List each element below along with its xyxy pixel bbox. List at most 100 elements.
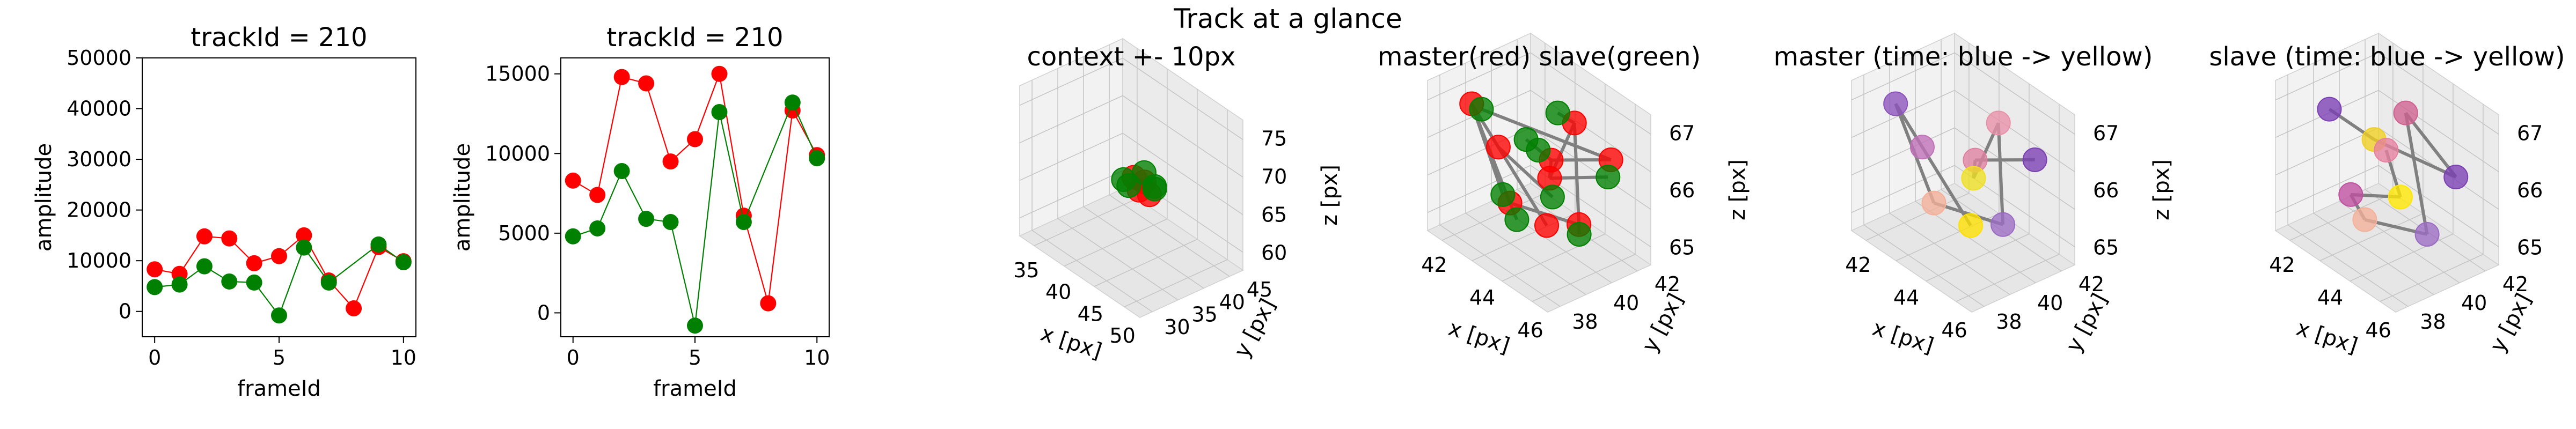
x-tick-label: 46 <box>1517 319 1543 342</box>
scatter-point <box>1540 184 1565 210</box>
series-line <box>155 243 404 317</box>
data-point <box>246 255 262 271</box>
scatter-point <box>2414 222 2440 247</box>
y-tick-label: 38 <box>2420 310 2446 334</box>
grid-line <box>1031 80 1153 313</box>
z-tick-label: 66 <box>2093 179 2119 202</box>
x-axis-label: x [px] <box>2293 316 2360 359</box>
data-point <box>662 153 679 170</box>
scatter-point <box>1504 207 1529 232</box>
x-tick-label: 10 <box>391 346 416 369</box>
x-tick-label: 10 <box>804 346 830 369</box>
y-tick-label: 38 <box>1996 310 2022 334</box>
data-point <box>711 65 728 82</box>
data-point <box>196 228 213 245</box>
track-edge <box>1572 123 1581 225</box>
z-axis-label: z [px] <box>1318 165 1342 226</box>
z-axis-label: z [px] <box>2149 159 2174 220</box>
track-edge <box>1996 123 2005 225</box>
y-tick-label: 40 <box>2037 291 2063 315</box>
grid-line <box>1124 109 1228 307</box>
x-axis-label: x [px] <box>1869 316 1936 359</box>
z-tick-label: 67 <box>2517 122 2543 145</box>
grid-line <box>2287 75 2409 307</box>
floor-pane <box>1019 188 1244 318</box>
track-edge <box>1497 146 1548 227</box>
data-point <box>613 69 630 85</box>
y-axis-label: y [px] <box>1637 290 1688 357</box>
data-point <box>271 307 287 324</box>
data-point <box>760 295 777 312</box>
grid-line <box>1532 104 1636 302</box>
grid-line <box>1941 39 2062 272</box>
grid-line <box>1865 43 1970 241</box>
data-point <box>320 274 337 291</box>
y-tick-label: 10000 <box>67 249 131 272</box>
x-tick-label: 5 <box>273 346 286 369</box>
plot-frame <box>142 57 416 337</box>
y-axis-label: amplitude <box>450 143 475 252</box>
data-point <box>271 248 287 264</box>
slave-time-3d-plot: 42 44 46 38 40 42 65 66 67 x [px] y [px] z [px] slav… <box>2209 32 2576 359</box>
amplitude-plot-1: trackId = 210 0 5 10 0 10000 20000 30000 40000 50… <box>32 23 416 401</box>
y-tick-label: 30000 <box>67 147 131 171</box>
data-point <box>147 279 163 295</box>
grid-line <box>2275 90 2499 173</box>
scatter-point <box>1526 137 1551 162</box>
y-tick-label: 0 <box>119 300 131 323</box>
data-point <box>147 261 163 278</box>
track-edge <box>2404 113 2429 235</box>
grid-line <box>1491 51 1612 284</box>
x-axis-label: frameId <box>653 376 737 401</box>
grid-line <box>1083 56 1204 289</box>
scatter-point <box>1545 100 1570 125</box>
scatter-point <box>1596 165 1621 190</box>
scatter-point <box>1534 213 1560 238</box>
z-tick-label: 65 <box>2093 235 2119 259</box>
x-tick-label: 46 <box>1941 319 1967 342</box>
x-tick-label: 42 <box>1421 253 1447 277</box>
scatter-point <box>1921 190 1946 216</box>
data-point <box>711 104 728 121</box>
scatter-point <box>2317 97 2342 122</box>
scatter-point <box>2374 137 2399 162</box>
grid-line <box>1109 45 1230 277</box>
y-tick-label: 42 <box>2079 272 2104 296</box>
data-point <box>171 276 188 293</box>
grid-line <box>1851 52 2075 135</box>
grid-line <box>1863 75 1985 307</box>
x-tick-label: 35 <box>1013 258 1039 282</box>
track-edge <box>1921 146 1972 227</box>
y-tick-label: 20000 <box>67 198 131 222</box>
data-point <box>221 273 238 290</box>
grid-line <box>1915 51 2036 284</box>
data-point <box>638 75 655 92</box>
x-tick-label: 42 <box>2269 253 2295 277</box>
grid-line <box>1064 69 1168 267</box>
y-tick-label: 40 <box>2461 291 2487 315</box>
y-tick-label: 0 <box>537 301 550 324</box>
y-tick-label: 42 <box>2502 272 2528 296</box>
z-axis-label: z [px] <box>2573 159 2576 220</box>
z-tick-label: 65 <box>2517 235 2543 259</box>
data-point <box>662 214 679 231</box>
x-tick-label: 44 <box>2317 286 2343 309</box>
series-line <box>573 101 818 326</box>
grid-line <box>2380 104 2484 302</box>
data-point <box>370 236 387 253</box>
master-time-3d-plot: 42 44 46 38 40 42 65 66 67 x [px] y [px] z [px] mast… <box>1774 32 2174 359</box>
y-tick-label: 40 <box>1219 290 1245 314</box>
x-tick-label: 45 <box>1078 302 1103 326</box>
plot-title: context +- 10px <box>1027 42 1236 72</box>
x-tick-label: 0 <box>148 346 161 369</box>
scatter-point <box>1490 182 1516 207</box>
data-point <box>589 220 606 236</box>
data-point <box>246 274 262 291</box>
y-axis-label: y [px] <box>2061 290 2112 357</box>
x-tick-label: 42 <box>1845 253 1871 277</box>
scatter-point <box>1883 91 1908 116</box>
x-tick-label: 0 <box>567 346 580 369</box>
plot-title: master (time: blue -> yellow) <box>1774 42 2153 72</box>
y-tick-label: 40 <box>1613 291 1639 315</box>
z-tick-label: 65 <box>1669 235 1695 259</box>
